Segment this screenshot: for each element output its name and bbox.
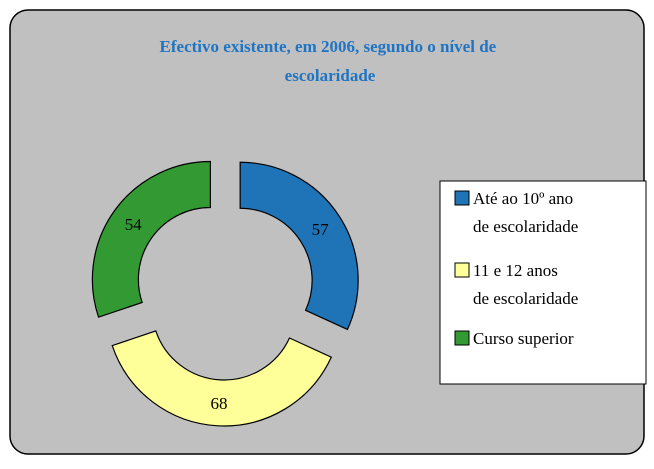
legend-label: Até ao 10º ano de escolaridade [473,189,578,236]
data-label: 57 [312,220,330,239]
legend-label: Curso superior [473,329,574,348]
chart-title: Efectivo existente, em 2006, segundo o n… [160,37,501,85]
title-line: escolaridade [285,66,376,85]
donut-segment [111,330,333,427]
donut-segment [91,160,211,318]
data-label: 68 [211,394,228,413]
legend-swatch [454,330,470,346]
legend-swatch [454,190,470,206]
legend-swatch [454,262,470,278]
data-label: 54 [125,215,143,234]
legend-label: 11 e 12 anos de escolaridade [473,261,578,308]
legend [439,180,647,385]
donut-segment [239,161,359,331]
title-line: Efectivo existente, em 2006, segundo o n… [160,37,501,56]
